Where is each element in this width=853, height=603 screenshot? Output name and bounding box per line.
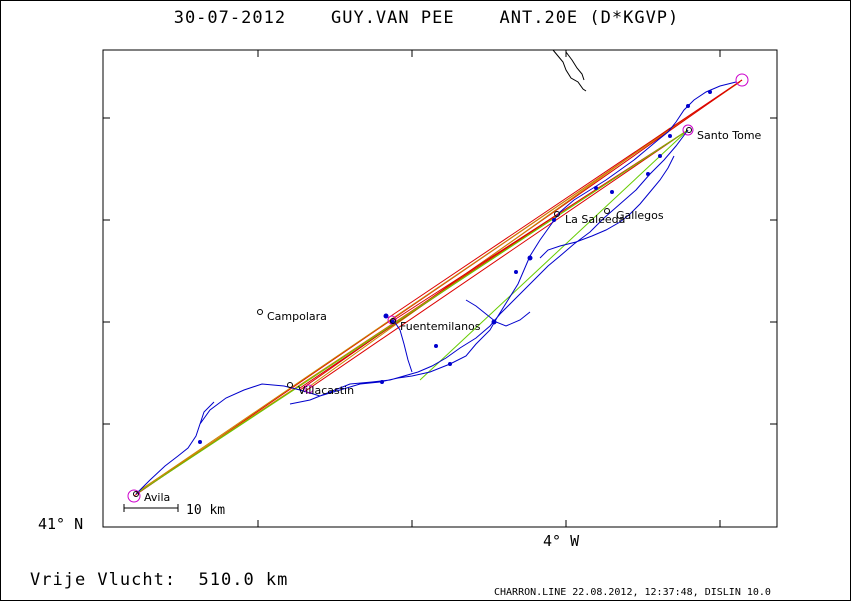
axis-ticks xyxy=(103,50,777,527)
flight-title: 30-07-2012 GUY.VAN PEE ANT.20E (D*KGVP) xyxy=(173,8,680,28)
place-label-avila: Avila xyxy=(144,491,170,504)
place-label-santo-tome: Santo Tome xyxy=(697,129,762,142)
scale-bar-label: 10 km xyxy=(186,503,225,518)
place-label-villacastin: Villacastin xyxy=(298,384,354,397)
free-flight-distance: Vrije Vlucht: 510.0 km xyxy=(30,570,289,590)
turnpoint-santo-tome xyxy=(682,124,694,136)
place-label-gallegos: Gallegos xyxy=(616,209,664,222)
terrain-outline xyxy=(552,49,587,92)
flight-track xyxy=(135,81,737,495)
place-label-campolara: Campolara xyxy=(267,310,327,323)
map-plot-area xyxy=(102,49,778,528)
longitude-label: 4° W xyxy=(543,532,580,550)
turnpoint-start xyxy=(127,489,141,503)
scale-bar xyxy=(123,504,179,512)
track-markers xyxy=(198,90,712,444)
optimal-line xyxy=(135,129,689,495)
place-label-fuentemilanos: Fuentemilanos xyxy=(400,320,481,333)
latitude-label: 41° N xyxy=(38,515,84,533)
place-markers xyxy=(133,127,692,497)
task-legs xyxy=(133,79,743,497)
turnpoints xyxy=(127,73,749,503)
turnpoint-fuentemilanos xyxy=(387,315,397,325)
footer-credits: CHARRON.LINE 22.08.2012, 12:37:48, DISLI… xyxy=(494,587,771,598)
turnpoint-end xyxy=(735,73,749,87)
turnpoint-villacastin xyxy=(304,384,314,394)
place-label-la-saleeda: La Saleeda xyxy=(565,213,625,226)
optimal-line-2 xyxy=(419,129,689,381)
